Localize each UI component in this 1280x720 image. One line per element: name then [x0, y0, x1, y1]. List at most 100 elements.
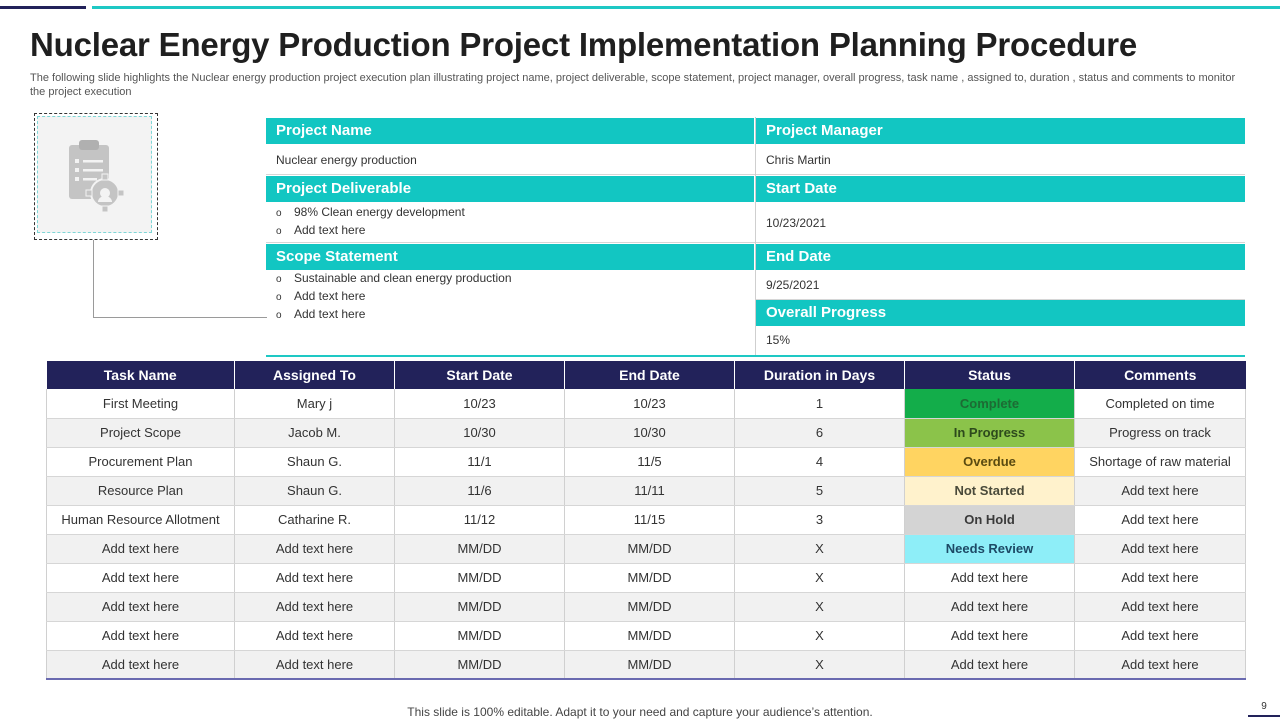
- assigned-to-cell: Shaun G.: [234, 447, 395, 477]
- project-deliverable-header: Project Deliverable: [266, 176, 754, 202]
- list-item: o Add text here: [276, 222, 465, 240]
- status-cell: In Progress: [904, 418, 1075, 448]
- bullet-icon: o: [276, 274, 282, 285]
- row-divider: [756, 242, 1245, 243]
- table-row: Add text here Add text here MM/DD MM/DD X Nee…: [46, 534, 1246, 564]
- status-cell: Overdue: [904, 447, 1075, 477]
- top-accent-bar-dark: [0, 6, 86, 9]
- task-table: Task Name Assigned To Start Date End Dat…: [46, 361, 1246, 680]
- connector-line: [93, 317, 267, 318]
- column-header-status: Status: [904, 361, 1075, 389]
- end-date-header: End Date: [756, 244, 1245, 270]
- table-header-row: Task Name Assigned To Start Date End Dat…: [46, 361, 1246, 389]
- start-date-cell: MM/DD: [394, 650, 565, 680]
- assigned-to-cell: Mary j: [234, 389, 395, 419]
- start-date-cell: MM/DD: [394, 592, 565, 622]
- connector-line: [93, 240, 94, 317]
- end-date-cell: 11/11: [564, 476, 735, 506]
- task-name-cell: Add text here: [46, 592, 235, 622]
- row-divider: [266, 174, 755, 175]
- task-name-cell: Procurement Plan: [46, 447, 235, 477]
- table-row: Add text here Add text here MM/DD MM/DD X Add…: [46, 650, 1246, 680]
- project-info-panel: Project Name Nuclear energy production P…: [266, 117, 1245, 357]
- column-header-end-date: End Date: [564, 361, 735, 389]
- row-divider: [756, 174, 1245, 175]
- status-cell: Add text here: [904, 563, 1075, 593]
- comments-cell: Add text here: [1074, 505, 1246, 535]
- comments-cell: Add text here: [1074, 592, 1246, 622]
- duration-cell: 4: [734, 447, 905, 477]
- column-header-start-date: Start Date: [394, 361, 565, 389]
- end-date-cell: MM/DD: [564, 534, 735, 564]
- project-deliverable-list: o 98% Clean energy development o Add text …: [266, 204, 465, 240]
- task-name-cell: Add text here: [46, 563, 235, 593]
- start-date-header: Start Date: [756, 176, 1245, 202]
- list-item: o 98% Clean energy development: [276, 204, 465, 222]
- duration-cell: 6: [734, 418, 905, 448]
- start-date-cell: 11/12: [394, 505, 565, 535]
- comments-cell: Add text here: [1074, 534, 1246, 564]
- comments-cell: Add text here: [1074, 650, 1246, 680]
- bullet-icon: o: [276, 310, 282, 321]
- table-row: Resource Plan Shaun G. 11/6 11/11 5 Not Start…: [46, 476, 1246, 506]
- start-date-cell: 10/23: [394, 389, 565, 419]
- table-row: First Meeting Mary j 10/23 10/23 1 Complete Co…: [46, 389, 1246, 419]
- footer-note: This slide is 100% editable. Adapt it to…: [407, 705, 873, 719]
- status-cell: Needs Review: [904, 534, 1075, 564]
- page-title: Nuclear Energy Production Project Implem…: [30, 26, 1137, 63]
- column-header-comments: Comments: [1074, 361, 1246, 389]
- start-date-cell: MM/DD: [394, 534, 565, 564]
- end-date-cell: MM/DD: [564, 650, 735, 680]
- status-cell: Add text here: [904, 592, 1075, 622]
- column-header-task-name: Task Name: [46, 361, 235, 389]
- table-row: Add text here Add text here MM/DD MM/DD X Add…: [46, 621, 1246, 651]
- start-date-cell: 11/6: [394, 476, 565, 506]
- end-date-cell: 10/30: [564, 418, 735, 448]
- end-date-cell: MM/DD: [564, 592, 735, 622]
- table-row: Add text here Add text here MM/DD MM/DD X Add…: [46, 592, 1246, 622]
- duration-cell: X: [734, 592, 905, 622]
- start-date-cell: 11/1: [394, 447, 565, 477]
- bullet-icon: o: [276, 208, 282, 219]
- end-date-cell: MM/DD: [564, 563, 735, 593]
- page-number-underline: [1248, 715, 1280, 717]
- end-date-cell: 11/5: [564, 447, 735, 477]
- task-name-cell: First Meeting: [46, 389, 235, 419]
- task-name-cell: Add text here: [46, 621, 235, 651]
- duration-cell: 1: [734, 389, 905, 419]
- task-name-cell: Add text here: [46, 650, 235, 680]
- scope-statement-list: o Sustainable and clean energy production…: [266, 270, 512, 324]
- clipboard-gear-icon: [37, 116, 152, 233]
- task-name-cell: Human Resource Allotment: [46, 505, 235, 535]
- start-date-cell: MM/DD: [394, 563, 565, 593]
- start-date-cell: 10/30: [394, 418, 565, 448]
- comments-cell: Progress on track: [1074, 418, 1246, 448]
- table-row: Human Resource Allotment Catharine R. 11/1…: [46, 505, 1246, 535]
- assigned-to-cell: Add text here: [234, 563, 395, 593]
- scope-statement-header: Scope Statement: [266, 244, 754, 270]
- assigned-to-cell: Add text here: [234, 621, 395, 651]
- list-item: o Add text here: [276, 306, 512, 324]
- duration-cell: 5: [734, 476, 905, 506]
- status-cell: Not Started: [904, 476, 1075, 506]
- duration-cell: 3: [734, 505, 905, 535]
- list-item: o Sustainable and clean energy production: [276, 270, 512, 288]
- page-subtitle: The following slide highlights the Nucle…: [30, 72, 1236, 98]
- status-cell: Add text here: [904, 621, 1075, 651]
- end-date-cell: MM/DD: [564, 621, 735, 651]
- assigned-to-cell: Shaun G.: [234, 476, 395, 506]
- column-header-assigned-to: Assigned To: [234, 361, 395, 389]
- status-cell: Complete: [904, 389, 1075, 419]
- comments-cell: Shortage of raw material: [1074, 447, 1246, 477]
- task-name-cell: Resource Plan: [46, 476, 235, 506]
- icon-frame: [34, 113, 158, 240]
- project-name-value: Nuclear energy production: [276, 153, 417, 167]
- task-name-cell: Add text here: [46, 534, 235, 564]
- bullet-icon: o: [276, 292, 282, 303]
- row-divider: [756, 299, 1245, 300]
- end-date-cell: 10/23: [564, 389, 735, 419]
- list-item: o Add text here: [276, 288, 512, 306]
- assigned-to-cell: Add text here: [234, 534, 395, 564]
- status-cell: On Hold: [904, 505, 1075, 535]
- duration-cell: X: [734, 650, 905, 680]
